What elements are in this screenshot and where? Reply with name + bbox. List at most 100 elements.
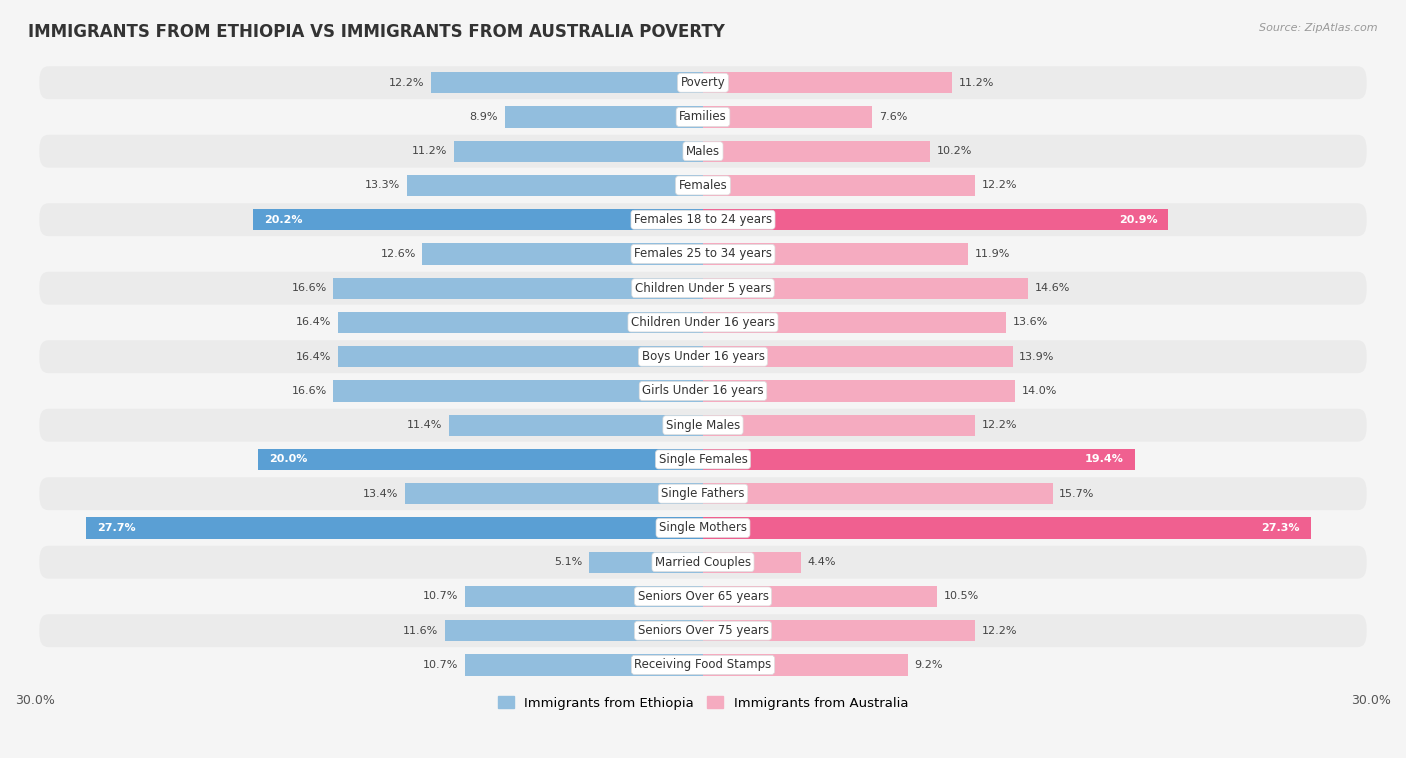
- Bar: [703, 243, 967, 265]
- Text: 20.9%: 20.9%: [1119, 215, 1157, 224]
- Bar: [703, 141, 931, 162]
- Text: Poverty: Poverty: [681, 77, 725, 89]
- Bar: [465, 654, 703, 675]
- Text: 13.3%: 13.3%: [366, 180, 401, 190]
- Text: 13.6%: 13.6%: [1012, 318, 1047, 327]
- Text: 10.7%: 10.7%: [423, 660, 458, 670]
- FancyBboxPatch shape: [39, 580, 1367, 613]
- Bar: [333, 277, 703, 299]
- FancyBboxPatch shape: [39, 409, 1367, 442]
- Bar: [337, 346, 703, 368]
- FancyBboxPatch shape: [39, 340, 1367, 373]
- Text: 20.2%: 20.2%: [264, 215, 302, 224]
- Text: 11.6%: 11.6%: [402, 625, 439, 636]
- Bar: [703, 620, 974, 641]
- Bar: [703, 106, 872, 127]
- Bar: [589, 552, 703, 573]
- Text: Females: Females: [679, 179, 727, 192]
- Text: 9.2%: 9.2%: [914, 660, 943, 670]
- FancyBboxPatch shape: [39, 66, 1367, 99]
- Bar: [432, 72, 703, 93]
- Text: 20.0%: 20.0%: [269, 455, 307, 465]
- Bar: [444, 620, 703, 641]
- Bar: [703, 381, 1015, 402]
- FancyBboxPatch shape: [39, 272, 1367, 305]
- Bar: [703, 483, 1053, 504]
- Text: 7.6%: 7.6%: [879, 112, 907, 122]
- Text: 19.4%: 19.4%: [1085, 455, 1123, 465]
- Text: 16.4%: 16.4%: [295, 352, 330, 362]
- Text: 11.2%: 11.2%: [412, 146, 447, 156]
- Legend: Immigrants from Ethiopia, Immigrants from Australia: Immigrants from Ethiopia, Immigrants fro…: [492, 691, 914, 715]
- Bar: [449, 415, 703, 436]
- Text: 14.0%: 14.0%: [1021, 386, 1057, 396]
- Text: Married Couples: Married Couples: [655, 556, 751, 568]
- Text: Receiving Food Stamps: Receiving Food Stamps: [634, 659, 772, 672]
- Text: 12.6%: 12.6%: [381, 249, 416, 259]
- FancyBboxPatch shape: [39, 306, 1367, 339]
- Text: 10.2%: 10.2%: [936, 146, 972, 156]
- Text: 8.9%: 8.9%: [470, 112, 498, 122]
- Text: 12.2%: 12.2%: [981, 420, 1017, 431]
- Bar: [454, 141, 703, 162]
- Text: 15.7%: 15.7%: [1059, 489, 1095, 499]
- Text: 27.3%: 27.3%: [1261, 523, 1299, 533]
- Bar: [703, 72, 952, 93]
- Text: Seniors Over 65 years: Seniors Over 65 years: [637, 590, 769, 603]
- FancyBboxPatch shape: [39, 237, 1367, 271]
- Bar: [333, 381, 703, 402]
- Bar: [703, 654, 908, 675]
- Text: Females 18 to 24 years: Females 18 to 24 years: [634, 213, 772, 226]
- Text: 16.4%: 16.4%: [295, 318, 330, 327]
- Text: 11.4%: 11.4%: [408, 420, 443, 431]
- FancyBboxPatch shape: [39, 478, 1367, 510]
- Bar: [505, 106, 703, 127]
- Text: 14.6%: 14.6%: [1035, 283, 1070, 293]
- Bar: [703, 517, 1310, 538]
- Text: Single Fathers: Single Fathers: [661, 487, 745, 500]
- Bar: [703, 175, 974, 196]
- Bar: [405, 483, 703, 504]
- Bar: [703, 449, 1135, 470]
- Text: 10.7%: 10.7%: [423, 591, 458, 601]
- FancyBboxPatch shape: [39, 101, 1367, 133]
- FancyBboxPatch shape: [39, 614, 1367, 647]
- Text: IMMIGRANTS FROM ETHIOPIA VS IMMIGRANTS FROM AUSTRALIA POVERTY: IMMIGRANTS FROM ETHIOPIA VS IMMIGRANTS F…: [28, 23, 725, 41]
- Text: Females 25 to 34 years: Females 25 to 34 years: [634, 247, 772, 261]
- FancyBboxPatch shape: [39, 443, 1367, 476]
- Text: 27.7%: 27.7%: [97, 523, 136, 533]
- Text: Males: Males: [686, 145, 720, 158]
- Text: Girls Under 16 years: Girls Under 16 years: [643, 384, 763, 397]
- Bar: [703, 586, 936, 607]
- Text: 5.1%: 5.1%: [554, 557, 582, 567]
- Bar: [703, 312, 1005, 333]
- FancyBboxPatch shape: [39, 649, 1367, 681]
- Text: 12.2%: 12.2%: [981, 625, 1017, 636]
- Text: Boys Under 16 years: Boys Under 16 years: [641, 350, 765, 363]
- Text: Single Males: Single Males: [666, 418, 740, 432]
- FancyBboxPatch shape: [39, 374, 1367, 407]
- Text: Families: Families: [679, 111, 727, 124]
- Text: 4.4%: 4.4%: [807, 557, 837, 567]
- FancyBboxPatch shape: [39, 203, 1367, 236]
- Bar: [703, 209, 1168, 230]
- Bar: [422, 243, 703, 265]
- FancyBboxPatch shape: [39, 135, 1367, 168]
- Text: Children Under 16 years: Children Under 16 years: [631, 316, 775, 329]
- Bar: [703, 415, 974, 436]
- Bar: [257, 449, 703, 470]
- Text: 12.2%: 12.2%: [981, 180, 1017, 190]
- Bar: [703, 346, 1012, 368]
- Bar: [86, 517, 703, 538]
- Text: 16.6%: 16.6%: [291, 283, 326, 293]
- Bar: [253, 209, 703, 230]
- Bar: [703, 277, 1028, 299]
- FancyBboxPatch shape: [39, 169, 1367, 202]
- Bar: [337, 312, 703, 333]
- Text: Source: ZipAtlas.com: Source: ZipAtlas.com: [1260, 23, 1378, 33]
- Text: 16.6%: 16.6%: [291, 386, 326, 396]
- Text: Single Females: Single Females: [658, 453, 748, 466]
- Text: Single Mothers: Single Mothers: [659, 522, 747, 534]
- Bar: [465, 586, 703, 607]
- Text: Seniors Over 75 years: Seniors Over 75 years: [637, 624, 769, 637]
